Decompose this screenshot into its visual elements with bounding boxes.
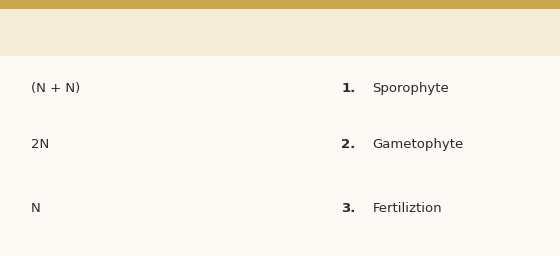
Text: Match the correct stage to the correct ploidy: Match the correct stage to the correct p… [213,31,478,44]
Text: N: N [31,202,40,215]
Text: 1.: 1. [342,82,356,95]
Text: 3.: 3. [341,202,356,215]
Text: Sporophyte: Sporophyte [372,82,449,95]
Text: Fertiliztion: Fertiliztion [372,202,442,215]
Text: 2.: 2. [342,138,356,151]
Text: 2N: 2N [31,138,49,151]
Text: Gametophyte: Gametophyte [372,138,464,151]
Text: (N + N): (N + N) [31,82,80,95]
